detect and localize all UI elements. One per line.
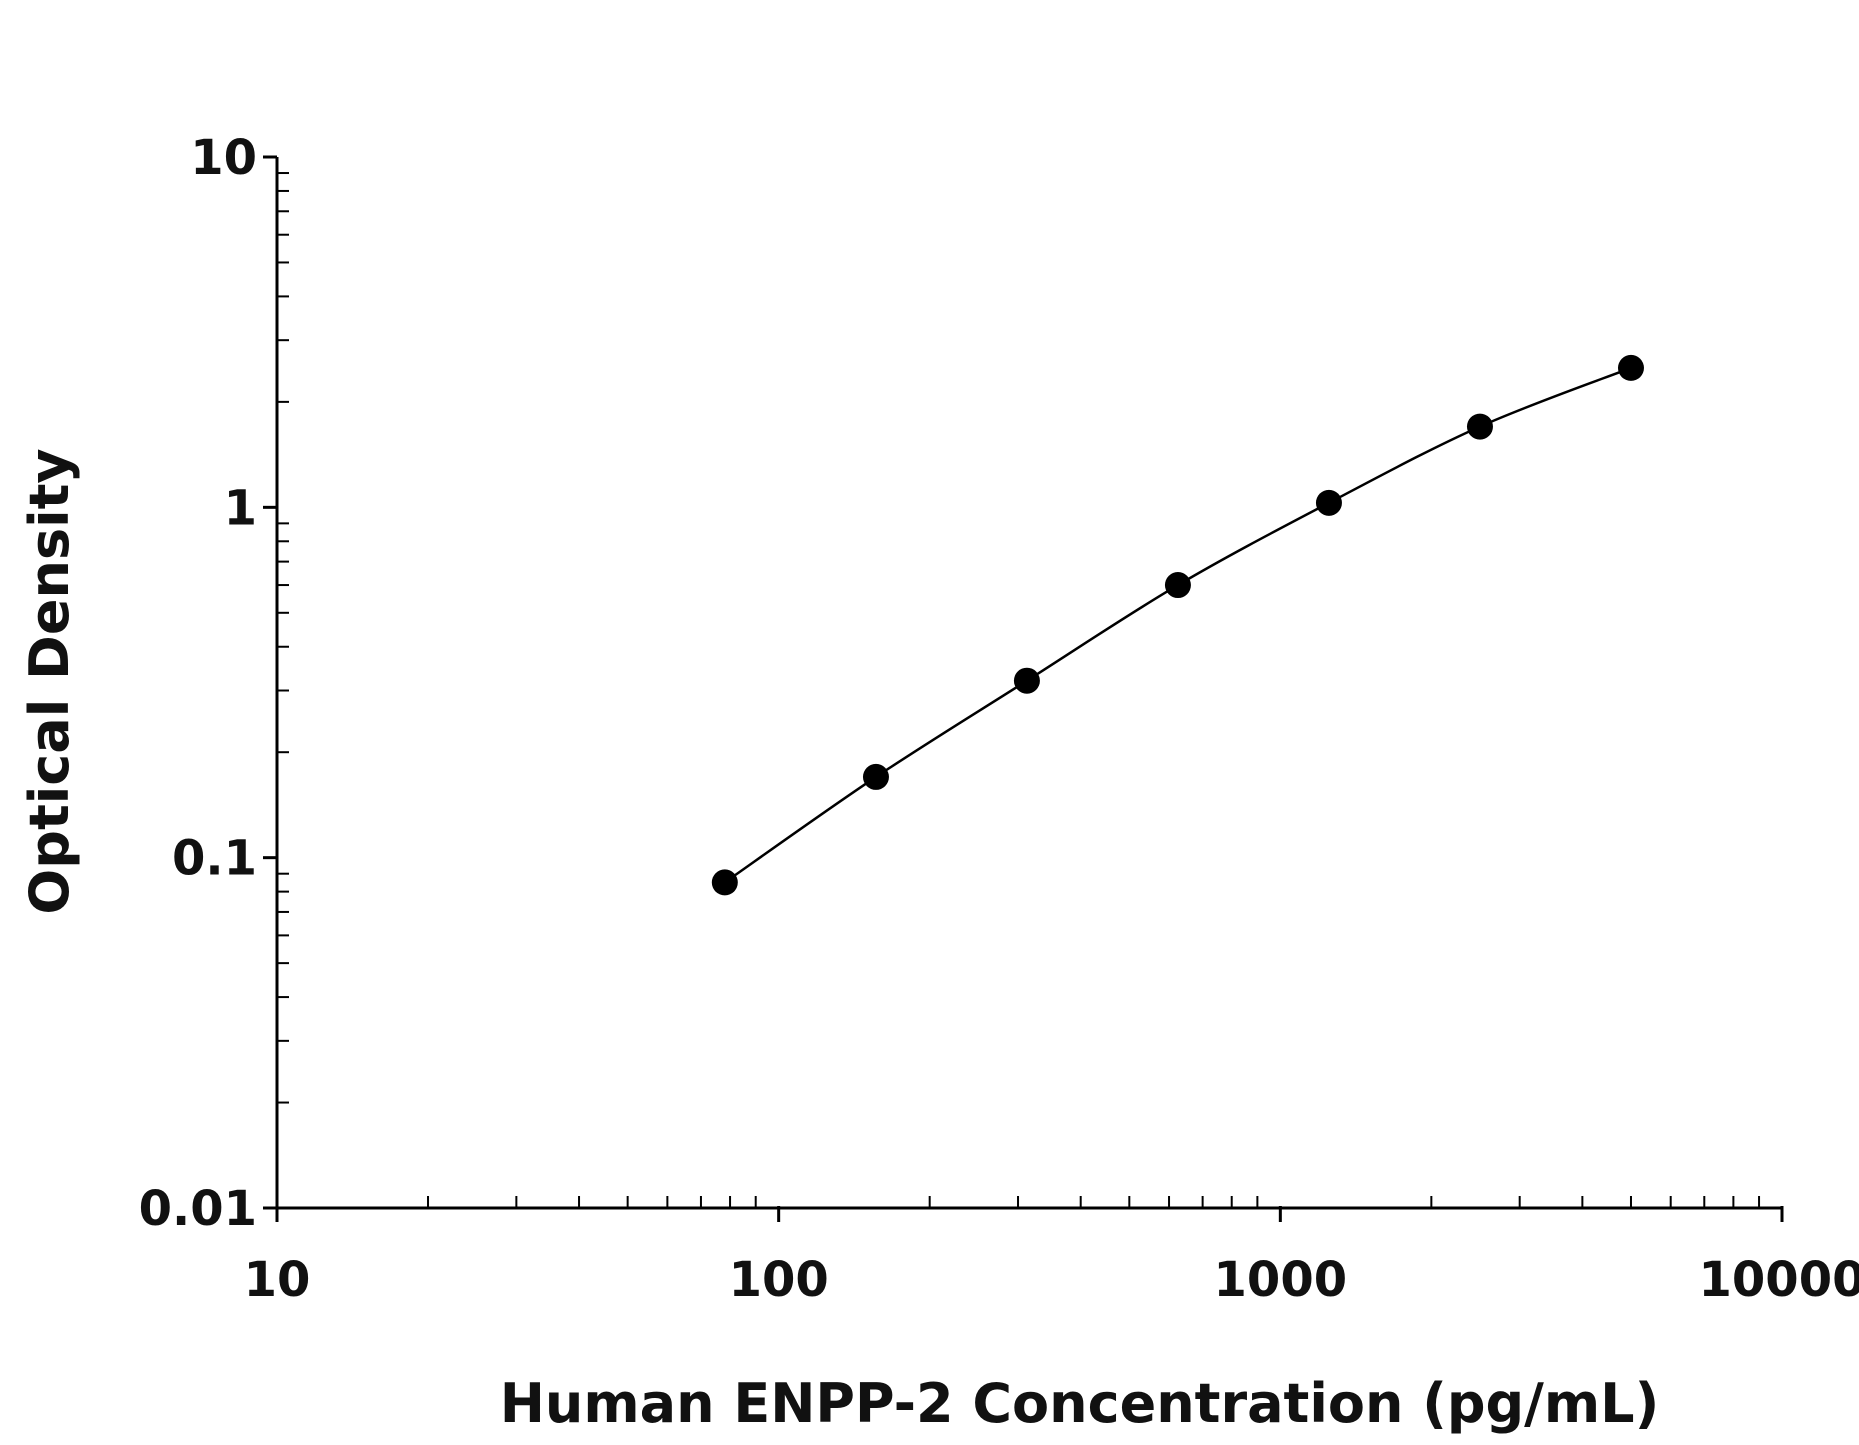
y-tick-label: 10 — [190, 130, 257, 186]
data-point — [1466, 413, 1493, 440]
x-tick-label: 100 — [729, 1252, 829, 1308]
fit-curve — [724, 366, 1632, 884]
y-axis-title: Optical Density — [18, 448, 81, 914]
major-ticks — [263, 155, 1784, 1222]
data-point — [1617, 354, 1644, 381]
data-point — [711, 869, 738, 896]
y-tick-label: 0.1 — [172, 831, 257, 887]
minor-ticks — [277, 172, 1761, 1208]
x-tick-label: 10 — [244, 1252, 311, 1308]
data-point — [1013, 667, 1040, 694]
axes — [275, 157, 1782, 1210]
tick-labels: 0.01 0.1 1 10 10 100 1000 10000 — [139, 130, 1859, 1308]
x-tick-label: 10000 — [1699, 1252, 1859, 1308]
data-points — [711, 354, 1644, 896]
y-tick-label: 1 — [224, 480, 257, 536]
data-point — [1164, 572, 1191, 599]
fit-curve-layer — [724, 366, 1632, 884]
x-tick-label: 1000 — [1214, 1252, 1348, 1308]
data-point — [1315, 489, 1342, 516]
y-tick-label: 0.01 — [139, 1181, 257, 1237]
x-axis-title: Human ENPP-2 Concentration (pg/mL) — [500, 1372, 1660, 1435]
data-point — [862, 763, 889, 790]
